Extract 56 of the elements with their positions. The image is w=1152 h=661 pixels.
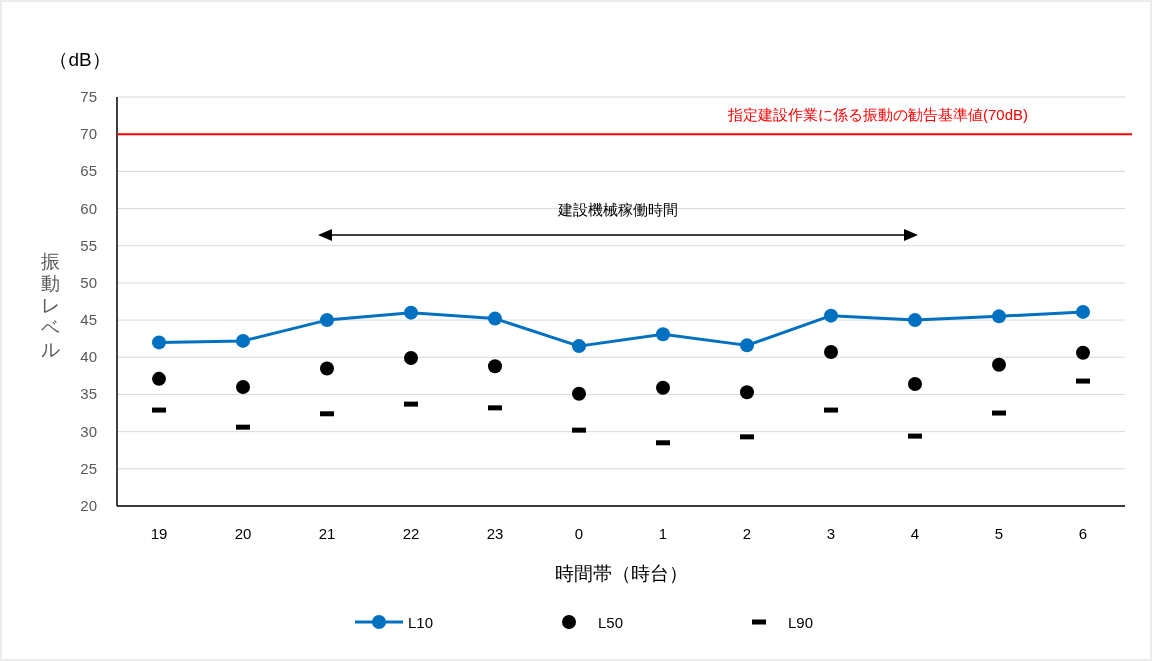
point bbox=[488, 359, 502, 374]
point bbox=[824, 308, 838, 323]
y-tick-label: 40 bbox=[80, 348, 97, 366]
x-axis-title: 時間帯（時台） bbox=[554, 563, 688, 584]
point bbox=[908, 377, 922, 392]
ref-line-label: 指定建設作業に係る振動の勧告基準値(70dB) bbox=[726, 106, 1028, 124]
point bbox=[572, 339, 586, 354]
x-tick-label: 19 bbox=[150, 525, 168, 542]
x-tick-label: 20 bbox=[234, 525, 252, 542]
point bbox=[992, 309, 1006, 324]
y-tick-label: 30 bbox=[80, 422, 97, 440]
point bbox=[740, 385, 754, 400]
y-tick-label: 60 bbox=[80, 199, 97, 217]
point bbox=[572, 386, 586, 401]
point bbox=[656, 327, 670, 342]
point bbox=[656, 380, 670, 395]
x-tick-label: 3 bbox=[826, 525, 836, 542]
point bbox=[404, 305, 418, 320]
point bbox=[1076, 345, 1090, 360]
point bbox=[824, 345, 838, 360]
y-tick-label: 75 bbox=[80, 88, 97, 105]
y-tick-label: 20 bbox=[80, 497, 97, 514]
legend-label: L10 bbox=[408, 614, 434, 631]
point bbox=[320, 361, 334, 376]
y-tick-label: 55 bbox=[80, 236, 97, 254]
x-tick-label: 22 bbox=[402, 525, 420, 542]
x-tick-label: 4 bbox=[910, 525, 920, 542]
point bbox=[1076, 304, 1090, 319]
y-tick-label: 45 bbox=[80, 311, 97, 329]
y-tick-label: 65 bbox=[80, 162, 97, 180]
point bbox=[320, 313, 334, 328]
point bbox=[152, 371, 166, 386]
x-tick-label: 0 bbox=[574, 525, 584, 542]
point bbox=[992, 357, 1006, 372]
point bbox=[404, 351, 418, 366]
x-tick-label: 1 bbox=[658, 525, 668, 542]
annotation: 建設機械稼働時間 bbox=[557, 201, 678, 218]
point bbox=[236, 333, 250, 348]
y-axis-title: 振動レベル bbox=[40, 251, 60, 360]
point bbox=[488, 311, 502, 326]
x-tick-label: 2 bbox=[742, 525, 752, 542]
y-tick-label: 50 bbox=[80, 273, 97, 291]
point bbox=[236, 380, 250, 395]
y-tick-label: 35 bbox=[80, 385, 97, 403]
y-tick-label: 25 bbox=[80, 459, 97, 477]
legend-label: L50 bbox=[598, 614, 624, 631]
y-tick-label: 70 bbox=[80, 125, 97, 143]
x-tick-label: 6 bbox=[1078, 525, 1088, 542]
x-tick-label: 21 bbox=[318, 525, 336, 542]
legend-label: L90 bbox=[788, 614, 814, 631]
x-tick-label: 23 bbox=[486, 525, 504, 542]
x-tick-label: 5 bbox=[994, 525, 1004, 542]
point bbox=[152, 335, 166, 350]
point bbox=[908, 313, 922, 328]
text: （dB） bbox=[49, 49, 111, 70]
point bbox=[740, 338, 754, 353]
